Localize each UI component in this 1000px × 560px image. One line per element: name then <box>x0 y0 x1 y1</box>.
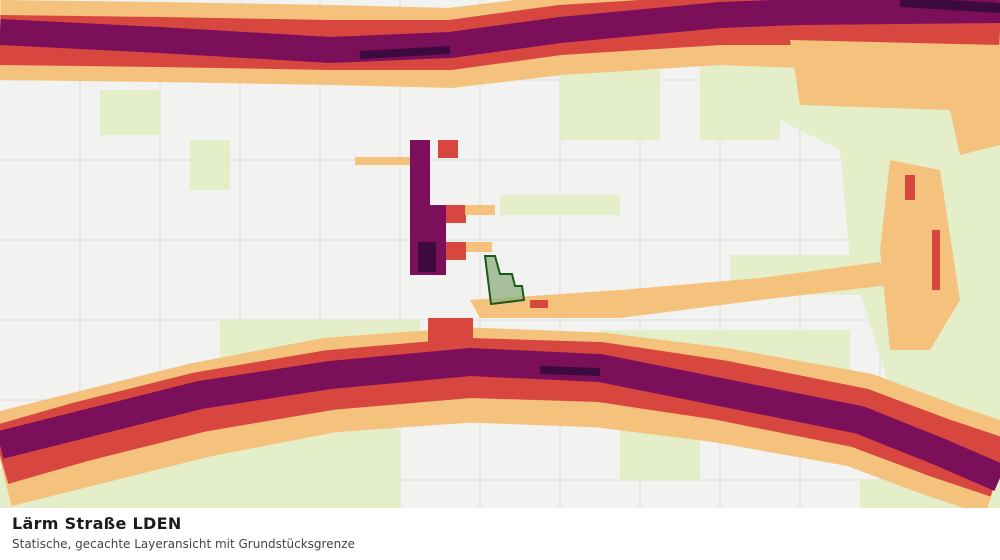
noise-spur <box>410 140 430 275</box>
noise-zone-very-high <box>0 347 1000 491</box>
map <box>0 0 1000 508</box>
footer: Lärm Straße LDEN Statische, gecachte Lay… <box>0 508 1000 560</box>
map-title: Lärm Straße LDEN <box>12 514 182 533</box>
parcel-boundary[interactable] <box>483 255 526 306</box>
map-subtitle: Statische, gecachte Layeransicht mit Gru… <box>12 537 355 551</box>
noise-zone-very-high <box>0 0 1000 64</box>
